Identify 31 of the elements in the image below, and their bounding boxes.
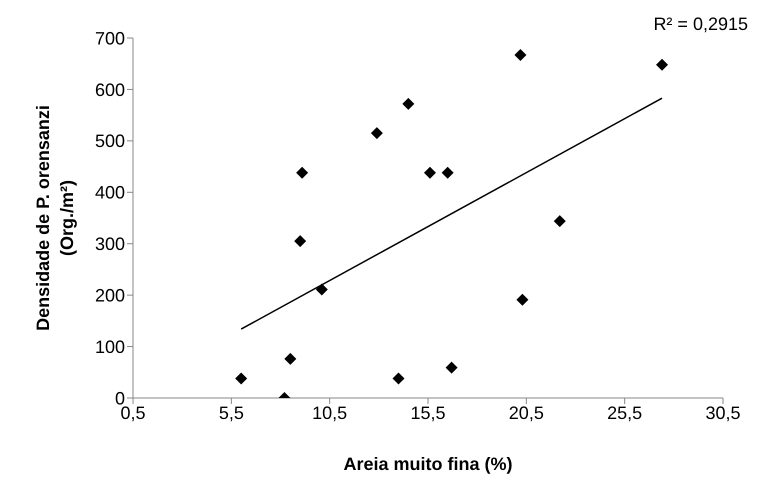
y-tick-label: 500 xyxy=(94,131,125,152)
point xyxy=(446,362,458,374)
point xyxy=(554,215,566,228)
y-tick-label: 400 xyxy=(94,182,125,203)
point xyxy=(656,58,668,71)
x-tick-label: 20,5 xyxy=(508,402,544,423)
point xyxy=(294,235,306,248)
text: R² = 0,2915 xyxy=(653,14,748,34)
y-tick-label: 700 xyxy=(94,28,125,48)
point xyxy=(284,352,296,365)
point xyxy=(296,166,308,179)
point xyxy=(442,166,454,179)
point xyxy=(235,372,248,384)
point xyxy=(392,372,404,384)
point xyxy=(316,283,328,296)
x-tick-label: 15,5 xyxy=(410,402,446,423)
point xyxy=(516,294,528,306)
y-tick-label: 600 xyxy=(94,80,125,100)
y-tick-label: 100 xyxy=(94,336,125,357)
point xyxy=(370,127,383,140)
point xyxy=(402,98,414,110)
x-axis-title: Areia muito fina (%) xyxy=(343,454,513,474)
y-tick-label: 300 xyxy=(94,234,125,254)
x-tick-label: 30,5 xyxy=(705,402,741,423)
point xyxy=(514,48,526,61)
y-tick-label: 200 xyxy=(94,286,125,306)
y-axis-title: Densidade de P. orensanzi (Org./m²) xyxy=(33,105,77,331)
x-tick-label: 25,5 xyxy=(607,402,642,423)
point xyxy=(424,166,436,179)
x-tick-label: 10,5 xyxy=(312,402,348,423)
x-tick-label: 5,5 xyxy=(218,402,244,423)
